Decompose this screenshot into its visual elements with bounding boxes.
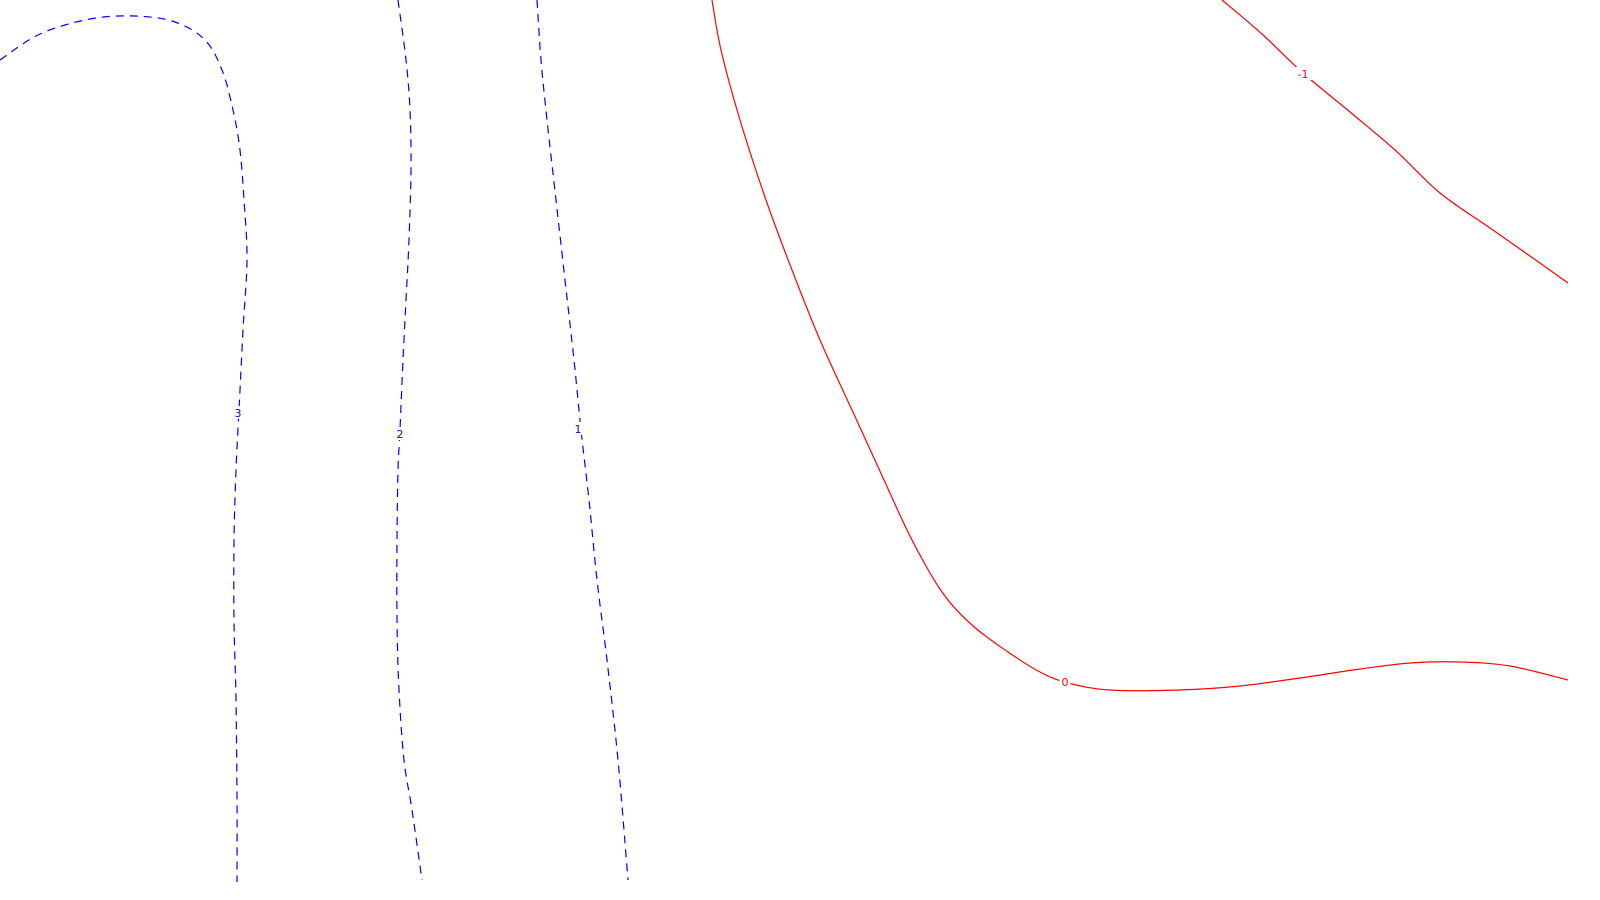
contour-label-bg-3: [232, 406, 244, 419]
contour-line-level-0: [711, 0, 1569, 692]
contour-label-bg-0: [1059, 675, 1071, 688]
contour-line-level-2: [396, 0, 423, 881]
contour-label-level-0: 0: [1062, 676, 1069, 689]
contour-line-level-3: [0, 15, 248, 883]
contour-label-bg-2: [394, 427, 406, 440]
contour-labels: 3 2 1 0 -1: [232, 67, 1312, 689]
contour-label-bg-1: [572, 422, 584, 435]
contour-label-level-2: 2: [397, 428, 404, 441]
contour-label-level-1: 1: [575, 423, 582, 436]
contour-lines: [0, 0, 1569, 883]
contour-label-bg-minus-1: [1294, 67, 1312, 80]
contour-label-level-3: 3: [235, 407, 242, 420]
contour-label-level-minus-1: -1: [1298, 68, 1309, 81]
contour-line-level-minus-1: [1221, 0, 1569, 284]
contour-line-level-1: [536, 0, 629, 881]
